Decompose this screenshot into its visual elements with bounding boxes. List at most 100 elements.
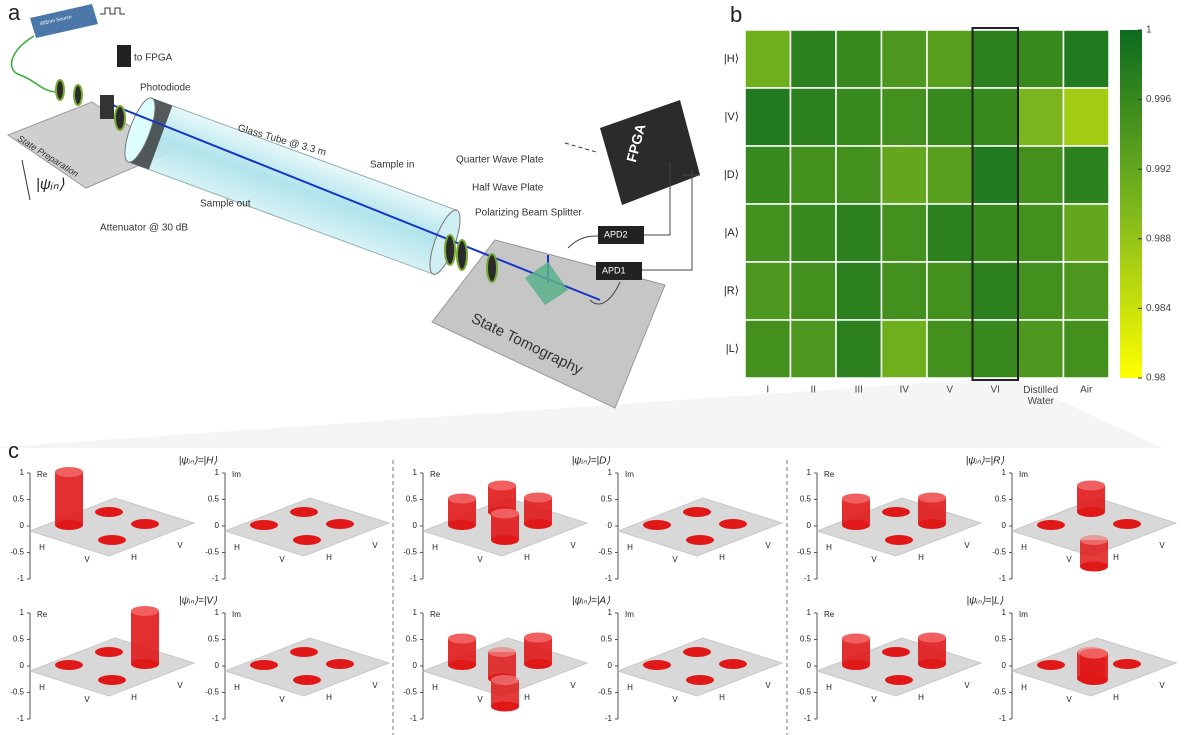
y-tick-label: 1 [413,468,418,477]
bar-top [918,633,946,643]
psi-bar [22,160,30,200]
panel-label: a [8,0,21,25]
y-tick-label: 0.5 [800,495,812,504]
bar-top [842,634,870,644]
cell [927,262,973,320]
label: Attenuator @ 30 dB [100,223,188,234]
axis-category: V [871,695,877,704]
label: to FPGA [134,53,173,64]
bar [719,659,747,669]
axis-category: H [918,693,924,702]
cell [927,30,973,88]
axis-category: H [524,553,530,562]
bar-top [95,507,123,517]
bar [250,520,278,530]
label: Sample in [370,160,414,171]
cell [791,30,837,88]
y-tick-label: -1 [17,714,25,723]
bar [686,675,714,685]
cell [1064,146,1110,204]
series-label: Re [37,470,48,479]
bar-top [882,647,910,657]
y-tick-label: -0.5 [598,688,612,697]
y-tick-label: 0 [215,661,220,670]
fiber [12,36,55,92]
bar-top [686,535,714,545]
axis-category: V [372,541,378,550]
y-tick-label: -0.5 [797,548,811,557]
axis-category: V [672,695,678,704]
bar [1037,660,1065,670]
y-tick-label: 0.5 [800,635,812,644]
bar [250,660,278,670]
cell [836,88,882,146]
cell [927,320,973,378]
figure: a 405nm Source to FPGA Photodiode Glass … [0,0,1184,735]
y-tick-label: -1 [605,574,613,583]
y-tick-label: -1 [999,714,1007,723]
axis-category: H [627,543,633,552]
attenuator [100,95,114,119]
bar [1080,535,1108,572]
beam [100,100,600,300]
bar-base [55,520,83,530]
x-tick-label: I [766,385,769,396]
plot-title: |ψᵢₙ⟩=|V⟩ [179,596,217,607]
label: APD2 [604,229,628,239]
cell [1064,88,1110,146]
bar-base [448,660,476,670]
fpga-box [600,100,700,205]
y-tick-label: 1 [1002,468,1007,477]
axis-category: H [326,553,332,562]
y-tick-label: 1 [807,468,812,477]
bar [719,519,747,529]
bar-top [290,507,318,517]
axis-category: H [39,683,45,692]
bar [326,519,354,529]
bar [293,535,321,545]
cell [1018,204,1064,262]
bar [524,633,552,670]
y-tick-label: -0.5 [205,548,219,557]
bar-top [683,647,711,657]
axis-category: V [1159,541,1165,550]
y-tick-label: -1 [605,714,613,723]
bar [686,535,714,545]
cell [882,320,928,378]
bar-top [326,659,354,669]
bar-top [719,519,747,529]
bar-top [686,675,714,685]
label: APD1 [602,265,626,275]
label: Photodiode [140,83,191,94]
y-tick-label: 0.5 [601,495,613,504]
cell [745,320,791,378]
label: Sample out [200,199,251,210]
axis-category: H [234,683,240,692]
axis-category: V [964,541,970,550]
label: Polarizing Beam Splitter [475,208,582,219]
bar-top [98,675,126,685]
cell [973,30,1019,88]
bar-top [1080,649,1108,659]
fpga-arrow [565,143,596,152]
cell [1018,146,1064,204]
row-label: |A⟩ [725,227,740,239]
bar-top [488,481,516,491]
plot-title: |ψᵢₙ⟩=|H⟩ [179,456,218,467]
bar-top [524,493,552,503]
y-tick-label: -0.5 [10,688,24,697]
cell [973,146,1019,204]
bar-top [683,507,711,517]
bar-top [250,660,278,670]
bar-top [491,675,519,685]
axis-category: V [570,541,576,550]
series-label: Re [430,470,441,479]
cell [882,262,928,320]
pulse [100,8,125,14]
bar [448,634,476,671]
y-tick-label: -0.5 [10,548,24,557]
plot-title: |ψᵢₙ⟩=|D⟩ [572,456,611,467]
y-tick-label: 1 [215,468,220,477]
bar-top [1113,659,1141,669]
cell [1018,262,1064,320]
